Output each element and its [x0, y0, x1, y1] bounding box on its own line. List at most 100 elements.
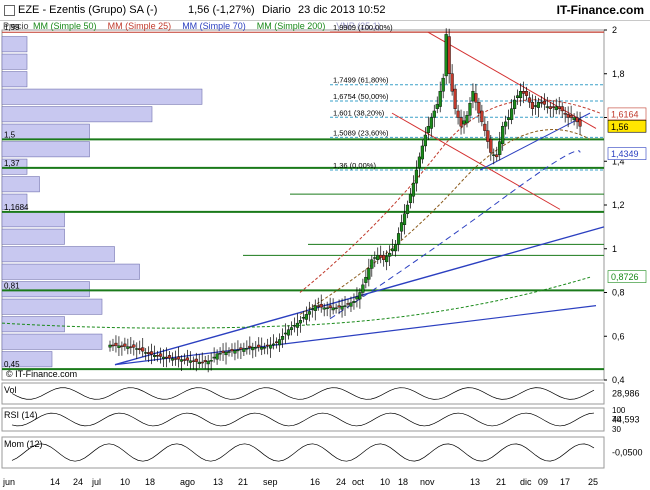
support-label: 1,99: [4, 23, 20, 32]
candle-body: [173, 358, 178, 360]
candle-body: [489, 139, 493, 153]
candle-body: [337, 305, 341, 308]
indicator-line: [11, 412, 595, 427]
y-tick-label: 0,4: [612, 375, 625, 385]
candle-body: [242, 348, 246, 352]
candle-body: [343, 305, 347, 307]
volume-profile-bar: [1, 123, 90, 140]
period-label: Diario: [262, 4, 291, 16]
candle-body: [471, 91, 475, 102]
candle-body: [542, 100, 546, 105]
candle-body: [257, 344, 261, 348]
candle-body: [557, 106, 561, 109]
candle-body: [364, 276, 368, 283]
candle-body: [224, 351, 228, 356]
y-axis: 0,40,60,811,21,41,61,82: [604, 25, 625, 385]
indicator-panel: [1, 436, 605, 469]
support-label: 1,5: [4, 130, 16, 139]
candle-body: [185, 357, 189, 361]
sma-200: [1, 276, 591, 329]
candle-body: [370, 259, 374, 269]
volume-profile-bar: [1, 88, 203, 105]
candle-body: [206, 360, 210, 365]
candle-body: [361, 284, 365, 293]
candle-body: [515, 95, 520, 99]
x-tick-label: 18: [145, 477, 155, 487]
candle-body: [135, 348, 139, 350]
sma-50: [299, 129, 591, 315]
x-tick-label: 13: [213, 477, 223, 487]
candle-body: [120, 345, 124, 348]
candle-body: [414, 169, 419, 184]
candle-body: [355, 296, 359, 300]
candle-body: [167, 355, 172, 359]
candle-body: [263, 346, 267, 349]
candle-body: [319, 303, 323, 308]
candle-body: [155, 355, 160, 357]
x-tick-label: 14: [50, 477, 60, 487]
volume-profile-bar: [1, 106, 153, 123]
candle-body: [188, 360, 192, 363]
volume-profile-bar: [1, 36, 28, 53]
last-price-label: 1,56 (-1,27%): [188, 4, 255, 16]
x-tick-label: 21: [238, 477, 248, 487]
candle-body: [396, 233, 401, 245]
price-panel: [1, 29, 605, 381]
candle-body: [465, 115, 469, 124]
x-tick-label: 10: [120, 477, 130, 487]
candle-body: [304, 314, 308, 320]
candle-body: [358, 292, 362, 300]
volume-profile-bar: [1, 158, 28, 175]
candle-body: [221, 350, 225, 353]
volume-profile-bar: [1, 53, 28, 70]
candle-body: [277, 339, 282, 346]
header-checkbox-icon[interactable]: [4, 5, 15, 16]
candle-body: [269, 344, 273, 349]
datetime-label: 23 dic 2013 10:52: [298, 4, 386, 16]
indicator-panels: Vol 28,986 RSI (14) 44,593 Mom (12) -0,0500 10…: [1, 382, 643, 469]
price-tag-label: 1,56: [611, 122, 629, 132]
candle-body: [203, 360, 207, 362]
legend-item: VNP (25,1): [336, 21, 380, 31]
candle-body: [441, 77, 445, 92]
watermark: © IT-Finance.com: [6, 369, 77, 379]
x-tick-label: 17: [560, 477, 570, 487]
candle-body: [161, 356, 166, 359]
x-tick-label: 18: [398, 477, 408, 487]
fib-label: 1,6754 (50,00%): [333, 92, 389, 101]
candle-body: [444, 34, 448, 77]
indicator-name: Vol: [4, 385, 17, 395]
candle-body: [495, 154, 499, 158]
indicator-line: [11, 443, 595, 462]
candle-body: [111, 344, 115, 347]
candle-body: [158, 353, 163, 357]
candle-body: [313, 305, 317, 311]
candle-body: [340, 306, 344, 310]
candle-body: [164, 356, 169, 359]
x-tick-label: 16: [310, 477, 320, 487]
candle-body: [301, 317, 305, 319]
support-label: 1,37: [4, 159, 20, 168]
trendline: [479, 112, 591, 171]
chart-header: EZE - Ezentis (Grupo) SA (-) 1,56 (-1,27…: [0, 0, 650, 21]
candle-body: [236, 349, 240, 352]
candle-body: [352, 301, 356, 303]
fib-label: 1,9909 (100,00%): [333, 23, 393, 32]
candle-body: [153, 355, 157, 357]
candle-body: [480, 110, 484, 123]
candle-body: [423, 134, 427, 147]
x-tick-label: 09: [538, 477, 548, 487]
candle-body: [346, 303, 350, 305]
fib-label: 1,36 (0,00%): [333, 161, 376, 170]
y-tick-label: 1,4: [612, 156, 625, 166]
candle-body: [417, 156, 421, 169]
indicator-value: 28,986: [612, 389, 640, 399]
candle-body: [521, 91, 526, 94]
candle-body: [566, 114, 570, 118]
candle-body: [575, 117, 579, 123]
y-tick-label: 1,8: [612, 69, 625, 79]
x-tick-label: sep: [263, 477, 278, 487]
candle-body: [498, 141, 502, 155]
candle-body: [504, 121, 508, 127]
